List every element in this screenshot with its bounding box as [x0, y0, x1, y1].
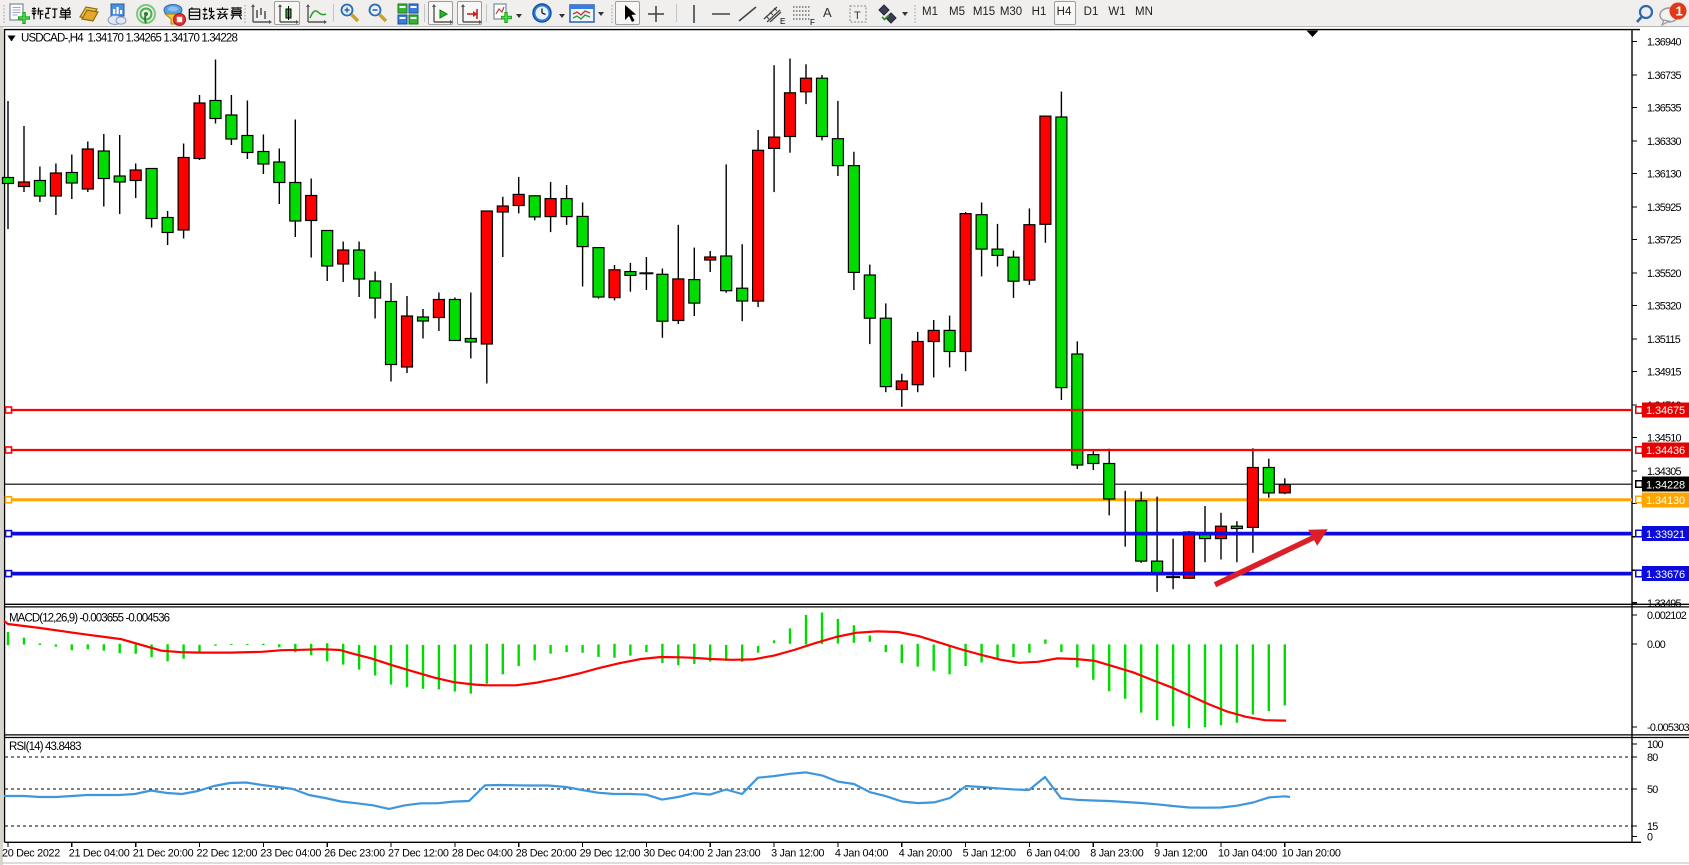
svg-text:1.34228: 1.34228: [1646, 479, 1685, 491]
svg-text:1.35115: 1.35115: [1647, 334, 1681, 346]
svg-text:2 Jan 23:00: 2 Jan 23:00: [707, 848, 760, 860]
svg-text:1.35925: 1.35925: [1647, 202, 1682, 214]
svg-text:4 Jan 20:00: 4 Jan 20:00: [899, 848, 952, 860]
svg-text:0.002102: 0.002102: [1647, 610, 1687, 622]
svg-text:15: 15: [1647, 821, 1658, 833]
svg-text:21 Dec 20:00: 21 Dec 20:00: [133, 848, 194, 860]
svg-text:10 Jan 20:00: 10 Jan 20:00: [1282, 848, 1341, 860]
svg-text:1.35320: 1.35320: [1647, 301, 1682, 313]
svg-text:1.34305: 1.34305: [1647, 466, 1682, 478]
svg-text:26 Dec 23:00: 26 Dec 23:00: [324, 848, 385, 860]
svg-text:27 Dec 12:00: 27 Dec 12:00: [388, 848, 449, 860]
svg-text:MACD(12,26,9) -0.003655 -0.004: MACD(12,26,9) -0.003655 -0.004536: [9, 613, 170, 625]
svg-text:-0.005303: -0.005303: [1647, 722, 1689, 734]
svg-text:1.34436: 1.34436: [1646, 445, 1685, 457]
svg-text:28 Dec 20:00: 28 Dec 20:00: [516, 848, 577, 860]
svg-text:23 Dec 04:00: 23 Dec 04:00: [260, 848, 321, 860]
svg-text:22 Dec 12:00: 22 Dec 12:00: [197, 848, 258, 860]
svg-text:0: 0: [1647, 832, 1653, 844]
svg-text:28 Dec 04:00: 28 Dec 04:00: [452, 848, 513, 860]
svg-text:1.36130: 1.36130: [1647, 169, 1682, 181]
svg-text:1.34510: 1.34510: [1647, 433, 1682, 445]
svg-text:1.34675: 1.34675: [1646, 405, 1685, 417]
svg-text:50: 50: [1647, 784, 1658, 796]
svg-text:1.34130: 1.34130: [1646, 495, 1685, 507]
svg-text:4 Jan 04:00: 4 Jan 04:00: [835, 848, 888, 860]
svg-text:1.36735: 1.36735: [1647, 70, 1682, 82]
svg-text:5 Jan 12:00: 5 Jan 12:00: [963, 848, 1016, 860]
svg-text:6 Jan 04:00: 6 Jan 04:00: [1026, 848, 1079, 860]
svg-text:1: 1: [1676, 4, 1683, 19]
svg-text:1.34915: 1.34915: [1647, 367, 1682, 379]
svg-text:29 Dec 12:00: 29 Dec 12:00: [580, 848, 641, 860]
svg-text:T: T: [854, 10, 861, 22]
svg-text:1.35725: 1.35725: [1647, 235, 1682, 247]
svg-text:0.00: 0.00: [1647, 639, 1666, 651]
svg-text:1.36940: 1.36940: [1647, 37, 1682, 49]
svg-text:USDCAD-,H4 1.34170 1.34265 1.: USDCAD-,H4 1.34170 1.34265 1.34170 1.342…: [21, 33, 237, 45]
svg-text:30 Dec 04:00: 30 Dec 04:00: [643, 848, 704, 860]
svg-text:1.36330: 1.36330: [1647, 136, 1682, 148]
svg-text:21 Dec 04:00: 21 Dec 04:00: [69, 848, 130, 860]
svg-text:100: 100: [1647, 739, 1664, 751]
svg-text:1.33676: 1.33676: [1646, 569, 1685, 581]
svg-text:20 Dec 2022: 20 Dec 2022: [2, 848, 60, 860]
svg-text:1.36535: 1.36535: [1647, 103, 1682, 115]
svg-text:1.33921: 1.33921: [1646, 529, 1685, 541]
svg-text:E: E: [780, 17, 785, 25]
svg-text:9 Jan 12:00: 9 Jan 12:00: [1154, 848, 1207, 860]
svg-text:1.33495: 1.33495: [1647, 598, 1682, 610]
svg-text:8 Jan 23:00: 8 Jan 23:00: [1090, 848, 1143, 860]
svg-text:80: 80: [1647, 752, 1658, 764]
svg-text:RSI(14) 43.8483: RSI(14) 43.8483: [9, 741, 81, 753]
svg-text:1.35520: 1.35520: [1647, 268, 1682, 280]
svg-text:10 Jan 04:00: 10 Jan 04:00: [1218, 848, 1277, 860]
svg-text:F: F: [810, 18, 815, 25]
svg-text:3 Jan 12:00: 3 Jan 12:00: [771, 848, 824, 860]
